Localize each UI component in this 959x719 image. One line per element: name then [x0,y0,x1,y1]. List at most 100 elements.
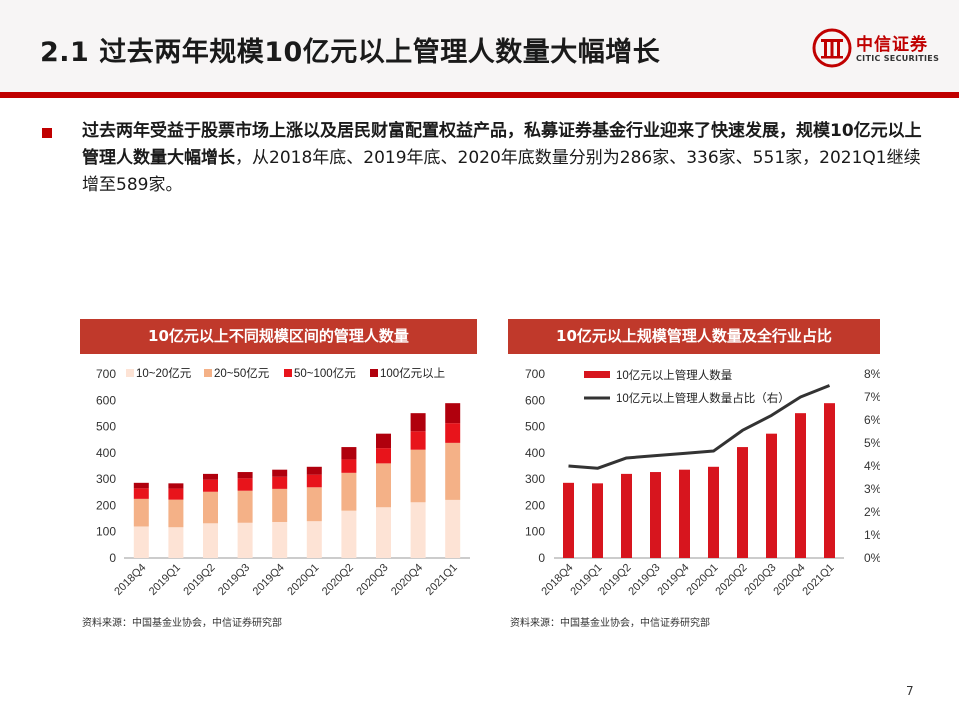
bar-segment [445,403,461,424]
logo-text-cn: 中信证券 [856,35,928,55]
y-tick-label: 200 [96,498,116,512]
bar-segment [133,526,149,558]
y-right-tick-label: 0% [864,551,880,565]
legend-swatch [126,369,134,377]
bar [563,482,574,558]
bar [592,483,603,558]
y-left-tick-label: 0 [538,551,545,565]
bar-segment [203,523,218,558]
bar-segment [237,472,253,479]
legend-label: 100亿元以上 [380,367,445,380]
bar-segment [410,431,426,450]
citic-logo: 中信证券 CITIC SECURITIES [812,28,947,70]
y-right-tick-label: 6% [864,413,880,427]
bar-segment [237,522,253,558]
bar-segment [133,488,149,499]
legend-label: 10亿元以上管理人数量 [616,368,732,382]
x-tick-label: 2019Q1 [147,562,183,598]
bar-segment [168,499,184,528]
bar [766,433,777,558]
bullet-square [42,128,52,138]
logo-text-en: CITIC SECURITIES [856,54,940,63]
bar-segment [445,423,461,443]
left-chart-title: 10亿元以上不同规模区间的管理人数量 [80,319,477,354]
x-tick-label: 2019Q3 [216,562,252,598]
x-tick-label: 2019Q4 [251,562,287,598]
bar-segment [133,482,149,489]
summary-paragraph: 过去两年受益于股票市场上涨以及居民财富配置权益产品，私募证券基金行业迎来了快速发… [82,118,922,199]
summary-regular-text: ，从2018年底、2019年底、2020年底数量分别为286家、336家、551… [82,148,921,195]
x-tick-label: 2019Q2 [181,562,217,598]
bar-segment [168,488,184,500]
page-number: 7 [906,684,914,698]
bar-segment [272,476,288,489]
share-line [568,384,831,470]
legend-label: 10~20亿元 [136,367,192,380]
y-tick-label: 100 [96,525,116,539]
y-tick-label: 400 [96,446,116,460]
bar-segment [410,449,426,503]
bar-segment [445,442,461,500]
legend-label: 20~50亿元 [214,367,270,380]
legend-swatch [284,369,292,377]
bar-segment [376,463,391,508]
x-tick-label: 2020Q4 [389,562,425,598]
y-left-tick-label: 400 [525,446,545,460]
y-tick-label: 0 [109,551,116,565]
bar-segment [237,490,253,523]
bar-segment [306,474,322,488]
legend-swatch [204,369,212,377]
right-chart-source: 资料来源：中国基金业协会，中信证券研究部 [510,618,710,629]
bar-segment [168,527,184,558]
y-right-tick-label: 5% [864,436,880,450]
y-right-tick-label: 8% [864,367,880,381]
bar-segment [272,488,288,522]
bar [679,469,690,558]
x-tick-label: 2018Q4 [112,562,148,598]
bar-segment [306,487,322,522]
legend-swatch [370,369,378,377]
bar-segment [445,499,461,558]
y-tick-label: 700 [96,367,116,381]
y-right-tick-label: 1% [864,528,880,542]
bar-segment [168,483,184,489]
stacked-bar-chart: 0 100 200 300 400 500 600 700 2018Q42019Q12019Q2… [96,367,470,598]
bar [708,466,719,558]
x-tick-label: 2021Q1 [424,562,460,598]
bar [650,472,661,558]
citic-emblem-icon [812,28,852,68]
bar-segment [410,413,426,432]
bar-segment [133,498,149,527]
y-left-tick-label: 100 [525,525,545,539]
bar-segment [341,447,357,460]
slide-title: 2.1 过去两年规模10亿元以上管理人数量大幅增长 [40,37,661,68]
bar-segment [272,469,288,477]
bar-segment [306,521,322,558]
x-tick-label: 2020Q2 [320,562,356,598]
y-tick-label: 300 [96,472,116,486]
bar-segment [203,479,218,492]
x-tick-label: 2020Q1 [285,562,321,598]
bar-segment [341,510,357,558]
slide-header [0,0,959,92]
y-right-tick-label: 4% [864,459,880,473]
y-right-tick-label: 2% [864,505,880,519]
summary-bold-text: 过去两年受益于股票市场上涨以及居民财富配置权益产品，私募证券基金行业迎来了快速发… [82,121,922,168]
legend-label: 50~100亿元 [294,367,356,380]
bar-line-combo-chart: 0 100 200 300 400 500 600 700 0% 1% 2% 3% 4% 5% 6% 7% 8%… [525,367,880,598]
bar [824,403,835,558]
y-tick-label: 600 [96,393,116,407]
bar-segment [376,507,391,558]
left-chart-source: 资料来源：中国基金业协会，中信证券研究部 [82,618,282,629]
bar-segment [376,448,391,464]
bar-segment [341,459,357,473]
bar-segment [237,478,253,491]
x-tick-label: 2020Q3 [354,562,390,598]
x-tick-label: 2021Q1 [800,562,836,598]
y-left-tick-label: 500 [525,420,545,434]
bar-segment [272,521,288,558]
bar-segment [203,491,218,524]
y-tick-label: 500 [96,420,116,434]
bar [621,473,632,558]
bar-segment [410,502,426,558]
